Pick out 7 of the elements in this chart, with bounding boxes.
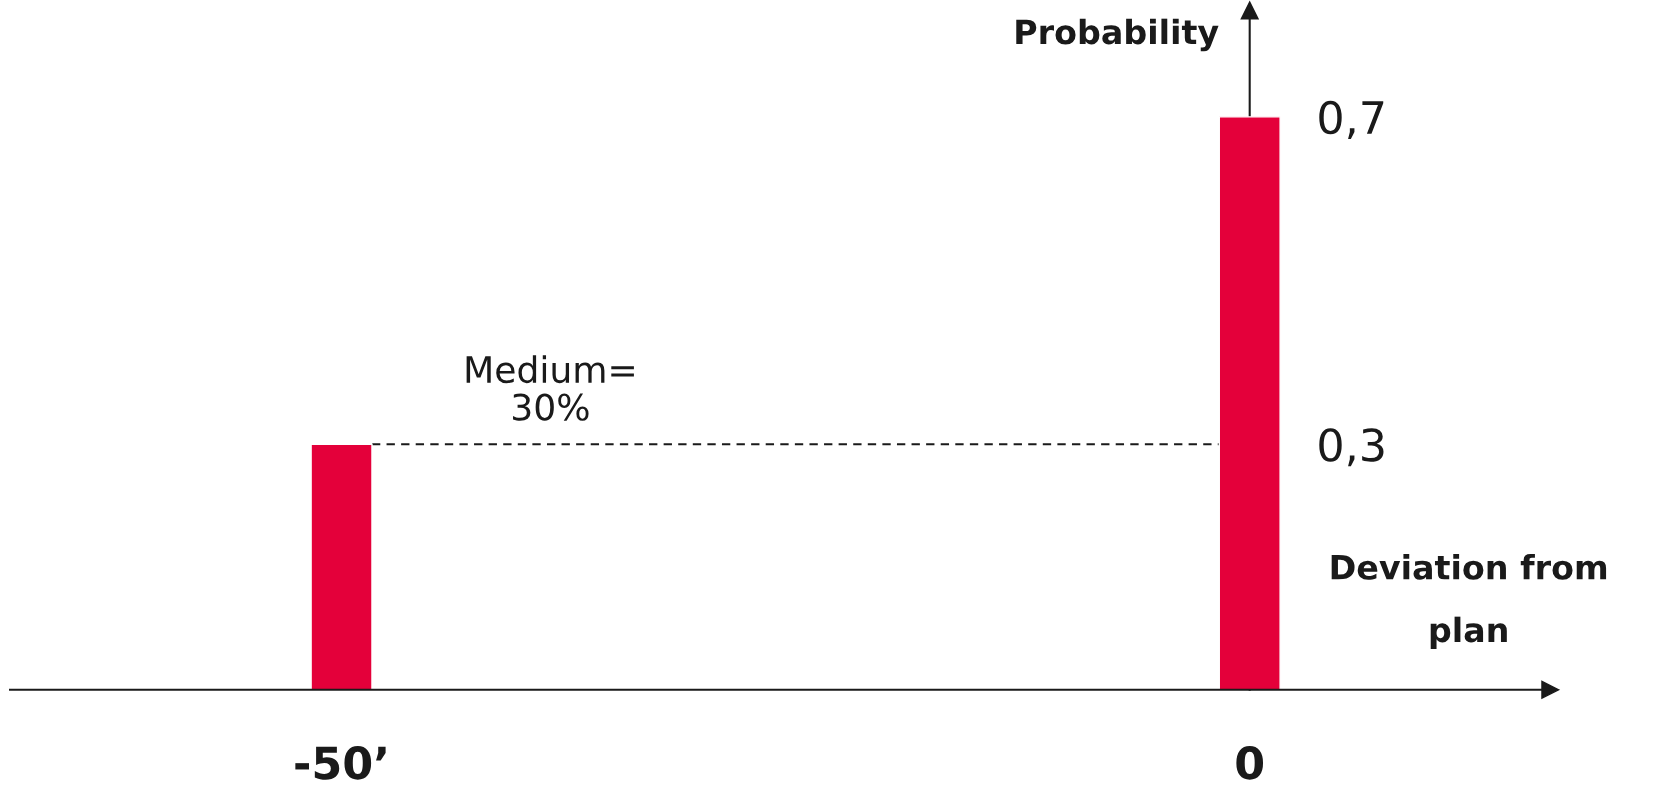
ref-line-label: Medium= 30% bbox=[466, 355, 634, 421]
y-tick-label: 0,3 bbox=[1319, 428, 1384, 467]
y-axis-title: Probability bbox=[1016, 18, 1219, 52]
y-tick-label: 0,7 bbox=[1319, 100, 1384, 139]
x-tick-label: 0 bbox=[1236, 746, 1264, 780]
x-tick-label: -50’ bbox=[295, 746, 386, 780]
x-axis-title: Deviation from plan bbox=[1331, 554, 1607, 649]
